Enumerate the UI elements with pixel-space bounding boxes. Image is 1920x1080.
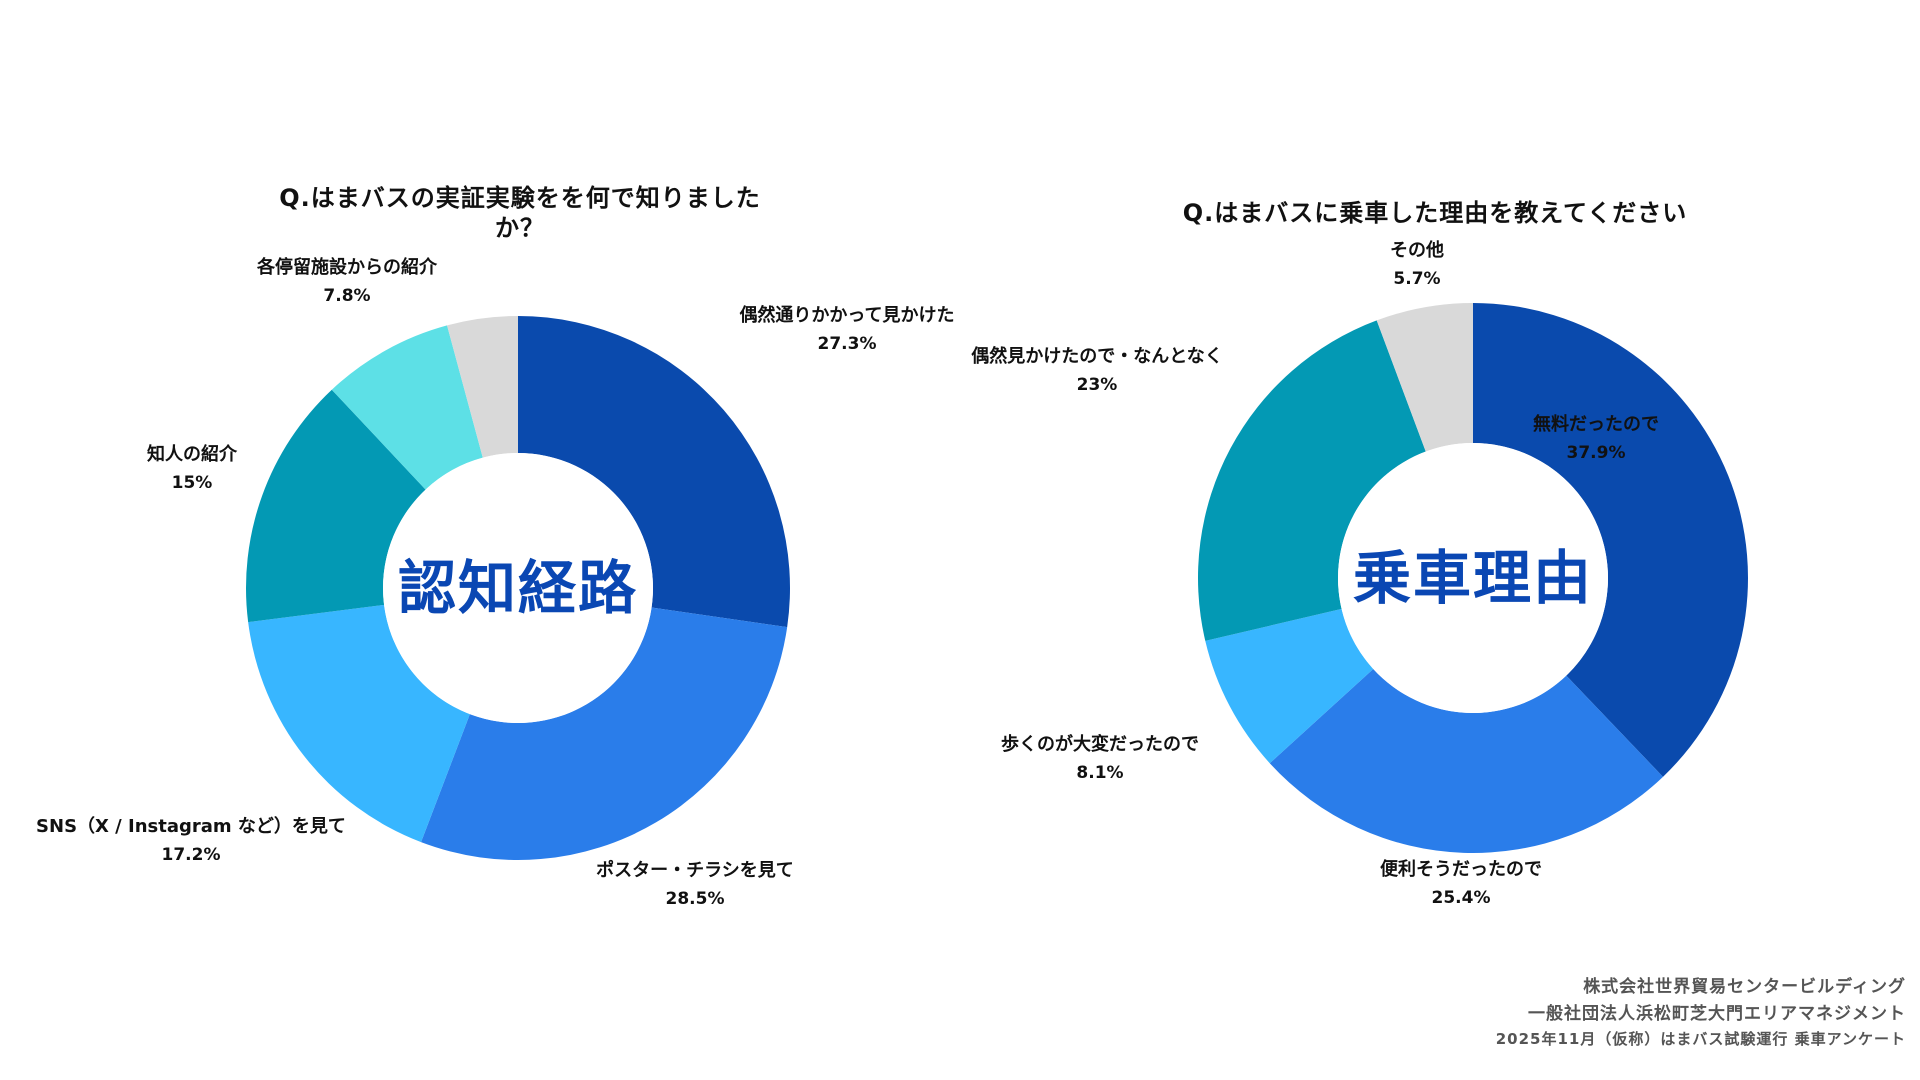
center-label: 認知経路 [398, 554, 638, 622]
chart-title: Q.はまバスに乗車した理由を教えてください [1182, 199, 1688, 227]
donut-slice [1205, 608, 1374, 764]
slice-value-label: 5.7% [1393, 269, 1440, 289]
slice-value-label: 27.3% [818, 334, 877, 354]
footer-company: 株式会社世界貿易センタービルディング [1583, 977, 1906, 997]
donut-slice [518, 316, 791, 628]
slice-value-label: 28.5% [666, 889, 725, 909]
footer-credits: 株式会社世界貿易センタービルディング 一般社団法人浜松町芝大門エリアマネジメント… [1496, 974, 1906, 1050]
chart-title: Q.はまバスの実証実験をを何で知りましたか？ [279, 184, 761, 242]
slice-category-label: 知人の紹介 [147, 443, 238, 465]
donut-slice [248, 604, 470, 843]
donut-slice [1198, 320, 1426, 641]
slice-value-label: 23% [1077, 375, 1118, 395]
donut-slice [331, 325, 483, 490]
slice-value-label: 15% [172, 473, 213, 493]
donut-slice [447, 316, 518, 458]
donut-chart-awareness: 認知経路 偶然通りかかって見かけた 27.3% ポスター・チラシを見て 28.5% SNS… [36, 256, 955, 909]
footer-survey-note: 2025年11月（仮称）はまバス試験運行 乗車アンケート [1495, 1030, 1906, 1048]
donut-center [1338, 443, 1608, 713]
slice-category-label: SNS（X / Instagram など）を見て [36, 816, 346, 837]
slice-value-label: 37.9% [1567, 443, 1626, 463]
slice-category-label: 偶然通りかかって見かけた [739, 304, 954, 326]
slice-value-label: 8.1% [1076, 763, 1123, 783]
slice-value-label: 25.4% [1432, 888, 1491, 908]
slice-category-label: 各停留施設からの紹介 [256, 256, 438, 278]
donut-center [383, 453, 653, 723]
donut-slice [421, 607, 788, 861]
slice-category-label: 歩くのが大変だったので [1001, 733, 1199, 755]
donut-slice [1269, 668, 1663, 854]
slice-category-label: 無料だったので [1533, 413, 1659, 435]
footer-association: 一般社団法人浜松町芝大門エリアマネジメント [1528, 1004, 1906, 1024]
chart-panel-awareness: Q.はまバスの実証実験をを何で知りましたか？ 認知経路 偶然通りかかって見かけた 2… [36, 184, 955, 909]
slice-category-label: 偶然見かけたので・なんとなく [971, 345, 1222, 367]
donut-chart-reason: 乗車理由 無料だったので 37.9% 便利そうだったので 25.4% 歩くのが大変だったの… [971, 239, 1748, 908]
center-label: 乗車理由 [1353, 544, 1593, 612]
donut-slice [1376, 303, 1473, 452]
slice-category-label: ポスター・チラシを見て [596, 859, 794, 881]
donut-slice [1473, 303, 1748, 777]
slice-value-label: 17.2% [162, 845, 221, 865]
slice-category-label: その他 [1390, 239, 1444, 261]
donut-slice [246, 389, 426, 623]
slice-category-label: 便利そうだったので [1380, 858, 1542, 880]
chart-panel-reason: Q.はまバスに乗車した理由を教えてください 乗車理由 無料だったので 37.9% 便利… [960, 0, 1920, 1080]
slice-value-label: 7.8% [323, 286, 370, 306]
